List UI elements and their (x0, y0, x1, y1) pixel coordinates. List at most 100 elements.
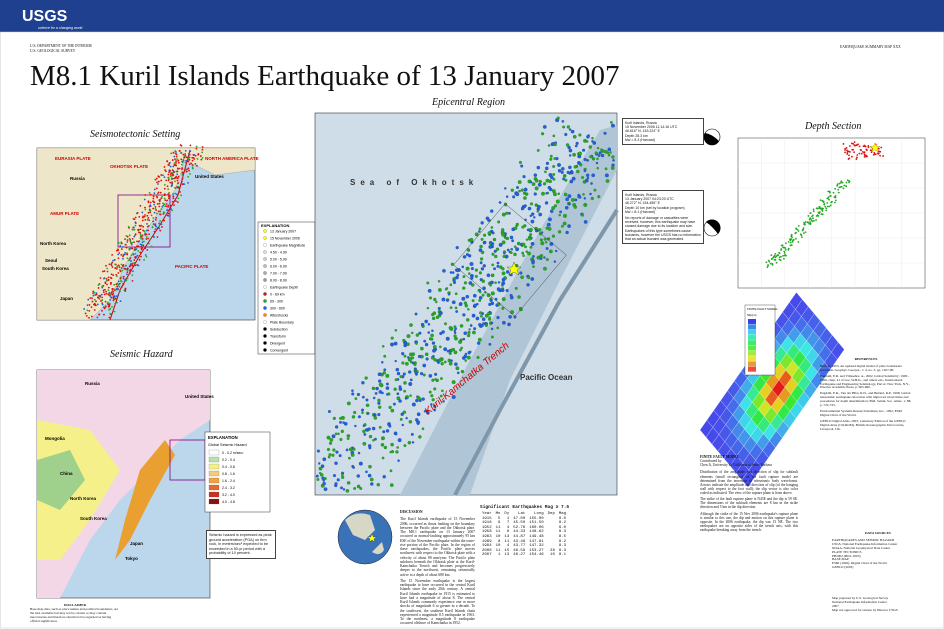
cell: 1952 (482, 525, 492, 530)
quake-dot (568, 128, 572, 131)
quake-dot (162, 174, 164, 177)
quake-dot (811, 220, 814, 223)
quake-dot (367, 412, 370, 415)
quake-dot (182, 153, 185, 156)
quake-dot (471, 283, 475, 287)
quake-dot (433, 358, 437, 362)
quake-dot (416, 412, 421, 417)
event-line: Depth 28.3 km (625, 133, 648, 138)
quake-dot (855, 158, 858, 160)
quake-dot (495, 247, 500, 251)
quake-dot (518, 189, 521, 193)
quake-dot (378, 382, 383, 387)
quake-dot (177, 197, 180, 200)
quake-dot (466, 355, 471, 360)
quake-dot (541, 191, 545, 196)
quake-dot (167, 212, 170, 215)
quake-dot (140, 247, 143, 250)
quake-dot (488, 342, 492, 346)
quake-dot (382, 430, 386, 434)
quake-dot (331, 434, 335, 437)
cell: 1 (498, 553, 501, 558)
quake-dot (136, 264, 139, 266)
quake-dot (136, 240, 138, 243)
quake-dot (139, 232, 142, 234)
quake-dot (165, 203, 168, 205)
quake-dot (815, 207, 818, 210)
quake-dot (784, 247, 787, 249)
quake-dot (111, 254, 114, 256)
quake-dot (144, 254, 147, 256)
quake-dot (521, 251, 525, 255)
quake-dot (361, 395, 365, 399)
cell: 147.32 (529, 544, 544, 549)
quake-dot (565, 143, 570, 147)
quake-dot (106, 301, 109, 304)
quake-dot (765, 261, 768, 264)
quake-dot (135, 245, 138, 248)
quake-dot (490, 327, 494, 331)
quake-dot (557, 169, 562, 173)
quake-dot (609, 151, 612, 154)
quake-dot (421, 427, 425, 431)
quake-dot (490, 226, 494, 229)
quake-dot (767, 264, 769, 266)
quake-dot (134, 216, 137, 219)
quake-dot (175, 151, 177, 153)
quake-dot (596, 166, 599, 170)
fault-legend-swatch (748, 324, 756, 330)
quake-dot (318, 471, 322, 475)
quake-dot (109, 307, 112, 310)
quake-dot (491, 252, 495, 256)
quake-dot (438, 358, 443, 362)
quake-dot (340, 486, 343, 490)
legend-item: 0.8 - 1.6 (222, 472, 235, 476)
quake-dot (519, 271, 523, 275)
quake-dot (119, 280, 122, 282)
quake-dot (110, 277, 113, 280)
cell: 6 (506, 530, 510, 535)
quake-dot (552, 173, 556, 176)
trench (453, 208, 619, 496)
fault-legend-swatch (748, 319, 756, 324)
quake-dot (133, 241, 135, 244)
quake-dot (156, 181, 158, 184)
quake-dot (808, 222, 810, 225)
ds-title: DATA SOURCES (865, 531, 891, 535)
cell: 8.0 (558, 516, 567, 521)
legend-swatch (263, 285, 267, 289)
quake-dot (149, 193, 152, 196)
quake-dot (501, 297, 506, 302)
quake-dot (829, 195, 832, 197)
table-header: Year Mo Dy Lat Long Dep Mag (480, 512, 568, 517)
quake-dot (455, 366, 460, 371)
quake-dot (462, 275, 466, 279)
quake-dot (568, 202, 571, 206)
quake-dot (418, 397, 422, 401)
quake-dot (382, 371, 386, 375)
quake-dot (172, 171, 174, 174)
quake-dot (114, 263, 117, 266)
quake-dot (443, 347, 448, 352)
quake-dot (156, 227, 159, 229)
quake-dot (97, 284, 100, 286)
quake-dot (163, 194, 166, 197)
quake-dot (401, 361, 405, 365)
quake-dot (160, 174, 163, 176)
quake-dot (435, 300, 438, 304)
quake-dot (489, 298, 493, 302)
quake-dot (186, 159, 189, 162)
quake-dot (176, 201, 179, 203)
quake-dot (107, 293, 110, 296)
quake-dot (363, 433, 367, 436)
quake-dot (529, 180, 533, 184)
quake-dot (408, 420, 413, 424)
quake-dot (148, 205, 151, 208)
legend-item: 3.2 - 4.0 (222, 493, 235, 497)
quake-dot (164, 183, 166, 186)
quake-dot (175, 200, 177, 203)
quake-dot (113, 310, 116, 313)
ff-title: FINITE FAULT MODEL (700, 455, 740, 459)
quake-dot (490, 209, 494, 213)
quake-dot (858, 145, 861, 148)
